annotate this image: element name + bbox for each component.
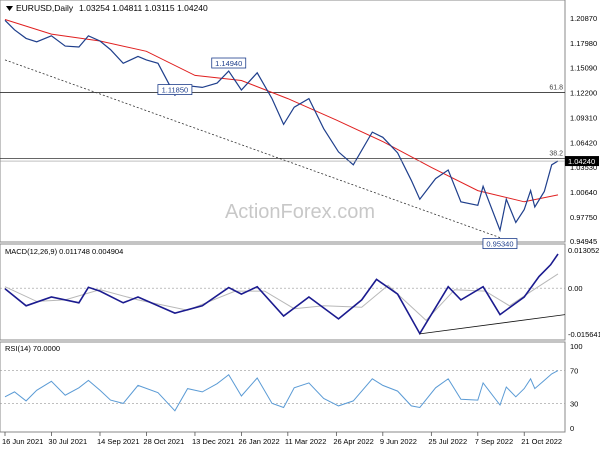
rsi-tick-label: 30 — [570, 399, 578, 408]
price-line — [4, 19, 559, 233]
price-tick-label: 1.17980 — [570, 39, 597, 48]
macd-trendline — [419, 314, 566, 335]
macd-signal-line — [4, 273, 559, 322]
annotation-box — [157, 84, 193, 95]
price-tick-label: 1.06420 — [570, 138, 597, 147]
rsi-layer: RSI(14) 70.0000 100 70 30 0 — [0, 342, 583, 433]
rsi-tick-label: 0 — [570, 424, 574, 433]
x-tick-label: 7 Sep 2022 — [475, 437, 513, 446]
x-tick-label: 14 Sep 2021 — [97, 437, 140, 446]
price-tick-label: 1.03530 — [570, 163, 597, 172]
x-tick-label: 26 Jan 2022 — [238, 437, 279, 446]
symbol-label: EURUSD,Daily — [16, 3, 74, 13]
macd-panel — [0, 243, 566, 341]
rsi-line — [4, 370, 559, 412]
macd-line — [4, 253, 559, 336]
annotation-box — [482, 238, 518, 250]
x-tick-label: 13 Dec 2021 — [192, 437, 235, 446]
rsi-title: RSI(14) 70.0000 — [5, 344, 60, 353]
x-tick-label: 25 Jul 2022 — [428, 437, 467, 446]
price-tick-label: 0.97750 — [570, 213, 597, 222]
annotation-label: 0.95340 — [486, 240, 513, 249]
fib-level-label: 61.8 — [549, 85, 563, 92]
x-tick-label: 30 Jul 2021 — [48, 437, 87, 446]
annotation-label: 1.14940 — [215, 59, 242, 68]
annotation-box — [211, 57, 247, 69]
rsi-tick-label: 70 — [570, 367, 578, 376]
ohlc-readout: 1.03254 1.04811 1.03115 1.04240 — [79, 3, 208, 13]
fib-level-label: 38.2 — [549, 150, 563, 157]
macd-tick-label: 0.013052 — [568, 246, 599, 255]
x-tick-label: 9 Jun 2022 — [380, 437, 417, 446]
macd-tick-label: -0.015641 — [568, 330, 600, 339]
price-tick-label: 1.00640 — [570, 188, 597, 197]
macd-panel-frame — [0, 243, 566, 341]
x-axis: 16 Jun 2021 30 Jul 2021 14 Sep 2021 28 Oct … — [2, 432, 562, 446]
rsi-panel — [0, 341, 566, 433]
rsi-panel-frame — [0, 341, 566, 433]
current-price-label: 1.04240 — [568, 157, 595, 166]
x-tick-label: 26 Apr 2022 — [333, 437, 373, 446]
x-tick-label: 28 Oct 2021 — [143, 437, 184, 446]
current-price-badge — [565, 156, 599, 167]
price-tick-label: 0.94945 — [570, 237, 597, 246]
x-tick-label: 16 Jun 2021 — [2, 437, 43, 446]
price-tick-label: 1.12200 — [570, 89, 597, 98]
watermark: ActionForex.com — [225, 201, 375, 223]
price-layer: 1.20870 1.17980 1.15090 1.12200 1.09310 1.064… — [0, 14, 599, 250]
price-tick-label: 1.20870 — [570, 14, 597, 23]
x-tick-label: 11 Mar 2022 — [285, 437, 327, 446]
macd-layer: MACD(12,26,9) 0.011748 0.004904 0.013052 0… — [0, 246, 600, 339]
x-tick-label: 21 Oct 2022 — [521, 437, 562, 446]
rsi-tick-label: 100 — [570, 342, 583, 351]
macd-title: MACD(12,26,9) 0.011748 0.004904 — [5, 247, 123, 256]
price-tick-label: 1.09310 — [570, 113, 597, 122]
price-tick-label: 1.15090 — [570, 64, 597, 73]
annotation-label: 1.11850 — [162, 86, 189, 95]
macd-tick-label: 0.00 — [568, 284, 583, 293]
triangle-down-icon[interactable] — [6, 6, 13, 11]
